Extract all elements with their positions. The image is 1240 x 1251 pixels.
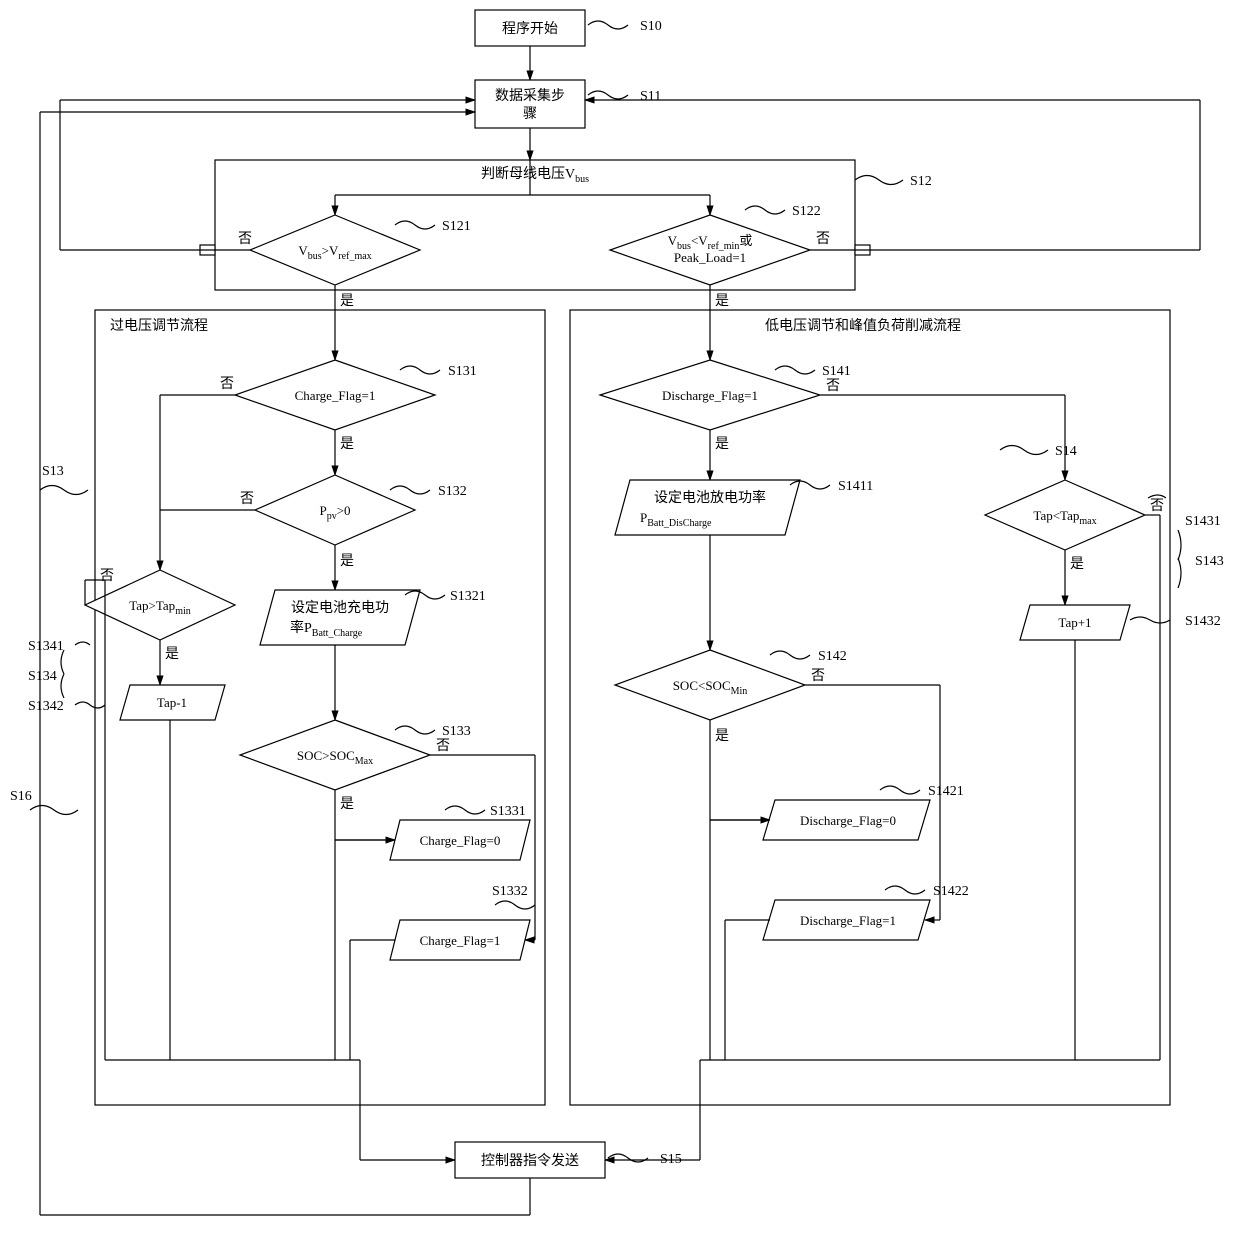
svg-text:设定电池充电功: 设定电池充电功 [291,600,389,616]
s141-label: S141 [822,364,851,379]
s12-label: S12 [910,174,932,189]
s1411-label: S1411 [838,479,873,494]
s133-yes: 是 [340,797,354,812]
s1332-label: S1332 [492,884,528,899]
s142-yes: 是 [715,729,729,744]
svg-text:设定电池放电功率: 设定电池放电功率 [654,489,766,506]
svg-text:Charge_Flag=1: Charge_Flag=1 [420,933,501,948]
process-s1321: 设定电池充电功 率PBatt_Charge [260,590,420,645]
process-s1411: 设定电池放电功率 PBatt_DisCharge [615,480,800,535]
s141-yes: 是 [715,437,729,452]
s131-yes: 是 [340,437,354,452]
process-s1332: Charge_Flag=1 [390,920,530,960]
s10-text: 程序开始 [502,21,558,37]
svg-text:Discharge_Flag=1: Discharge_Flag=1 [662,388,758,403]
s1341-no: 否 [100,569,114,584]
s14-label: S14 [1055,444,1077,459]
s121-label: S121 [442,219,471,234]
s16-label: S16 [10,789,32,804]
process-s1432: Tap+1 [1020,605,1130,640]
process-s1342: Tap-1 [120,685,225,720]
s134-label: S134 [28,669,57,684]
s132-no: 否 [240,492,254,507]
s15-text: 控制器指令发送 [481,1153,579,1169]
svg-text:Discharge_Flag=1: Discharge_Flag=1 [800,913,896,928]
s133-label: S133 [442,724,471,739]
s131-no: 否 [220,377,234,392]
s12-title-sub: bus [575,174,589,185]
svg-text:Discharge_Flag=0: Discharge_Flag=0 [800,813,896,828]
s14-title: 低电压调节和峰值负荷削减流程 [765,318,961,334]
svg-text:Tap-1: Tap-1 [157,695,187,710]
s1421-label: S1421 [928,784,964,799]
s122-label: S122 [792,204,821,219]
s142-label: S142 [818,649,847,664]
s122-no: 否 [816,232,830,247]
s11-label: S11 [640,89,661,104]
process-s1421: Discharge_Flag=0 [763,800,930,840]
s1431-label: S1431 [1185,514,1221,529]
step-s15: 控制器指令发送 [455,1142,605,1178]
s141-no: 否 [826,379,840,394]
s132-label: S132 [438,484,467,499]
svg-text:Charge_Flag=0: Charge_Flag=0 [420,833,501,848]
process-s1422: Discharge_Flag=1 [763,900,930,940]
s122-yes: 是 [715,294,729,309]
s1341-yes: 是 [165,647,179,662]
s11-text-l2: 骤 [523,106,537,122]
s10-label: S10 [640,19,662,34]
s131-label: S131 [448,364,477,379]
s121-no: 否 [238,232,252,247]
svg-text:Charge_Flag=1: Charge_Flag=1 [295,388,376,403]
s1321-label: S1321 [450,589,486,604]
s15-label: S15 [660,1152,682,1167]
s13-title: 过电压调节流程 [110,318,208,334]
s1431-no: 否 [1150,499,1164,514]
s13-label: S13 [42,464,64,479]
s121-yes: 是 [340,294,354,309]
s132-yes: 是 [340,554,354,569]
s1432-label: S1432 [1185,614,1221,629]
s1341-label: S1341 [28,639,64,654]
svg-text:Peak_Load=1: Peak_Load=1 [674,250,746,265]
s1331-label: S1331 [490,804,526,819]
s11-text-l1: 数据采集步 [495,87,565,104]
group-s14: 低电压调节和峰值负荷削减流程 [570,310,1170,1105]
s142-no: 否 [811,669,825,684]
step-s10: 程序开始 [475,10,585,46]
s143-label: S143 [1195,554,1224,569]
s1431-yes: 是 [1070,557,1084,572]
svg-text:Tap+1: Tap+1 [1058,615,1091,630]
s1422-label: S1422 [933,884,969,899]
s1342-label: S1342 [28,699,64,714]
s12-title: 判断母线电压V [481,166,575,182]
s133-no: 否 [436,739,450,754]
step-s11: 数据采集步 骤 [475,80,585,128]
process-s1331: Charge_Flag=0 [390,820,530,860]
